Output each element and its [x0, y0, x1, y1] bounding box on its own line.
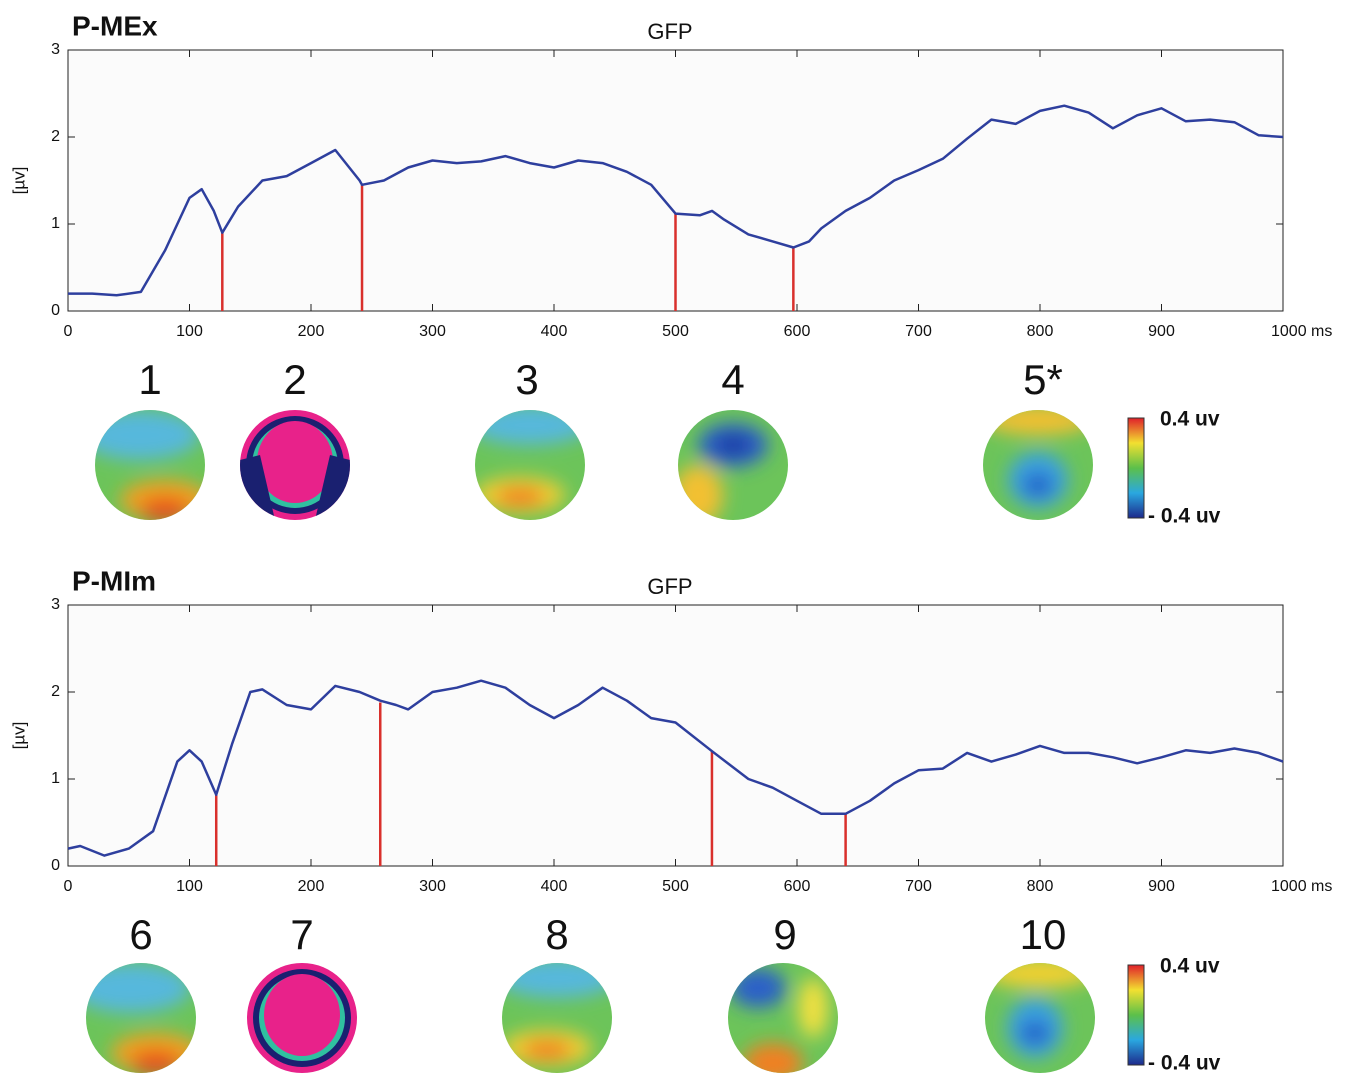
x-tick-label: 200: [298, 878, 325, 895]
x-tick-label: 600: [784, 323, 811, 340]
y-axis-label: [µv]: [9, 167, 28, 195]
y-tick-label: 2: [51, 683, 60, 700]
x-tick-label: 700: [905, 323, 932, 340]
topo-blob: [502, 963, 612, 998]
topo-blob: [1020, 1021, 1050, 1045]
chart: P-MEx GFP [µv] 0 1 2 3 0 100 200 300 400 500 600 700 80…: [9, 10, 1332, 527]
x-tick-label: 400: [541, 878, 568, 895]
x-tick-label: 400: [541, 323, 568, 340]
topo-core: [264, 974, 340, 1056]
topo-blob: [983, 410, 1093, 435]
topo-blob: [1023, 473, 1053, 497]
colorbar-min: - 0.4 uv: [1148, 505, 1221, 528]
y-axis-label: [µv]: [9, 722, 28, 750]
x-tick-label: 100: [176, 878, 203, 895]
map-label: 3: [515, 356, 538, 403]
x-tick-label: 800: [1027, 878, 1054, 895]
chart-subtitle: GFP: [647, 19, 692, 44]
y-tick-label: 2: [51, 128, 60, 145]
topo-blob: [95, 410, 200, 460]
map-label: 4: [721, 356, 744, 403]
x-tick-label: 500: [662, 323, 689, 340]
topo-blob: [522, 1040, 572, 1060]
topo-blob: [86, 963, 191, 1013]
x-tick-label: 900: [1148, 323, 1175, 340]
map-label: 9: [773, 911, 796, 958]
chart-title: P-MIm: [72, 565, 156, 596]
map-label: 8: [545, 911, 568, 958]
topo-map: [983, 410, 1093, 520]
topo-blob: [798, 978, 828, 1038]
topo-map: [475, 410, 585, 520]
x-tick-label: 300: [419, 323, 446, 340]
colorbar: [1127, 964, 1145, 1066]
topo-blob: [678, 465, 723, 520]
x-tick-label: 300: [419, 878, 446, 895]
topo-map: [247, 963, 357, 1073]
topo-map: [95, 410, 205, 520]
topo-blob: [743, 1043, 803, 1073]
map-label: 6: [129, 911, 152, 958]
y-tick-label: 0: [51, 302, 60, 319]
colorbar-max: 0.4 uv: [1160, 955, 1220, 978]
x-tick-label: 600: [784, 878, 811, 895]
map-label: 10: [1020, 911, 1067, 958]
topo-map: [678, 410, 788, 520]
gfp-line: [68, 104, 1284, 297]
topo-map: [728, 963, 838, 1073]
map-label: 1: [138, 356, 161, 403]
y-tick-label: 1: [51, 215, 60, 232]
x-tick-label: 100: [176, 323, 203, 340]
topo-blob: [475, 410, 585, 445]
topo-map: [502, 963, 612, 1073]
topo-blob: [730, 968, 786, 1008]
topo-blob: [715, 435, 751, 455]
topo-blob: [140, 498, 190, 520]
y-tick-label: 3: [51, 41, 60, 58]
x-tick-label: 0: [64, 878, 73, 895]
chart-subtitle: GFP: [647, 574, 692, 599]
topo-blob: [495, 487, 545, 507]
plot-area: [67, 604, 1284, 867]
map-label: 5*: [1023, 356, 1063, 403]
x-tick-label: 1000 ms: [1271, 878, 1332, 895]
x-tick-label: 900: [1148, 878, 1175, 895]
topo-blob: [985, 963, 1095, 988]
x-tick-label: 800: [1027, 323, 1054, 340]
topo-map: [240, 410, 350, 520]
gfp-line: [67, 679, 1284, 857]
colorbar: [1127, 417, 1145, 519]
topo-map: [86, 963, 196, 1073]
x-tick-label: 200: [298, 323, 325, 340]
colorbar-max: 0.4 uv: [1160, 408, 1220, 431]
colorbar-min: - 0.4 uv: [1148, 1052, 1221, 1075]
y-tick-label: 0: [51, 857, 60, 874]
y-tick-label: 3: [51, 596, 60, 613]
topo-blob: [131, 1051, 181, 1073]
topo-core: [257, 421, 333, 503]
y-tick-label: 1: [51, 770, 60, 787]
chart-title: P-MEx: [72, 10, 158, 41]
x-tick-label: 0: [64, 323, 73, 340]
map-label: 2: [283, 356, 306, 403]
x-tick-label: 700: [905, 878, 932, 895]
map-label: 7: [290, 911, 313, 958]
x-tick-label: 1000 ms: [1271, 323, 1332, 340]
topo-map: [985, 963, 1095, 1073]
x-tick-label: 500: [662, 878, 689, 895]
